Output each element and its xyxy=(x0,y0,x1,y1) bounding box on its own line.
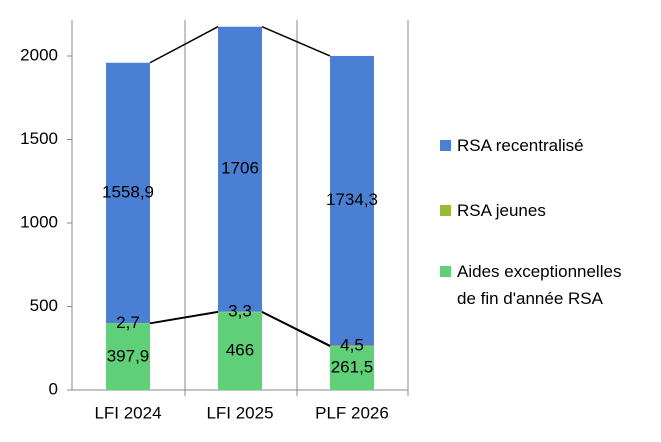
bar-segment xyxy=(330,346,374,390)
x-tick-label: LFI 2025 xyxy=(206,403,273,422)
legend-swatch xyxy=(440,205,451,216)
data-label: 2,7 xyxy=(116,313,140,332)
legend-item: RSA jeunes xyxy=(440,197,655,224)
x-tick-label: LFI 2024 xyxy=(94,403,161,422)
y-tick-label: 500 xyxy=(30,296,58,315)
bar-segment xyxy=(106,323,150,390)
legend-label: Aides exceptionnelles de fin d'année RSA xyxy=(457,262,622,308)
legend-label: RSA jeunes xyxy=(457,201,546,220)
bar-segment xyxy=(330,55,374,346)
legend-item: RSA recentralisé xyxy=(440,132,655,159)
series-line xyxy=(261,310,331,347)
series-line xyxy=(149,310,219,324)
data-label: 4,5 xyxy=(340,335,364,354)
y-tick-label: 2000 xyxy=(20,45,58,64)
legend-swatch xyxy=(440,140,451,151)
bar-segment xyxy=(330,345,374,347)
legend-label: RSA recentralisé xyxy=(457,136,584,155)
data-label: 466 xyxy=(226,341,254,360)
bar-segment xyxy=(218,312,262,390)
bar-segment xyxy=(218,311,262,313)
y-tick-label: 1500 xyxy=(20,129,58,148)
bar-segment xyxy=(218,26,262,312)
data-label: 1706 xyxy=(221,159,259,178)
data-label: 1558,9 xyxy=(102,182,154,201)
x-tick-label: PLF 2026 xyxy=(315,403,389,422)
legend-item: Aides exceptionnelles de fin d'année RSA xyxy=(440,258,655,312)
y-tick-label: 1000 xyxy=(20,212,58,231)
data-label: 397,9 xyxy=(107,346,150,365)
bar-segment xyxy=(106,62,150,324)
legend-swatch xyxy=(440,266,451,277)
data-label: 261,5 xyxy=(331,358,374,377)
series-line xyxy=(149,26,219,64)
y-tick-label: 0 xyxy=(49,379,58,398)
data-label: 3,3 xyxy=(228,301,252,320)
series-line xyxy=(261,26,331,57)
data-label: 1734,3 xyxy=(326,190,378,209)
